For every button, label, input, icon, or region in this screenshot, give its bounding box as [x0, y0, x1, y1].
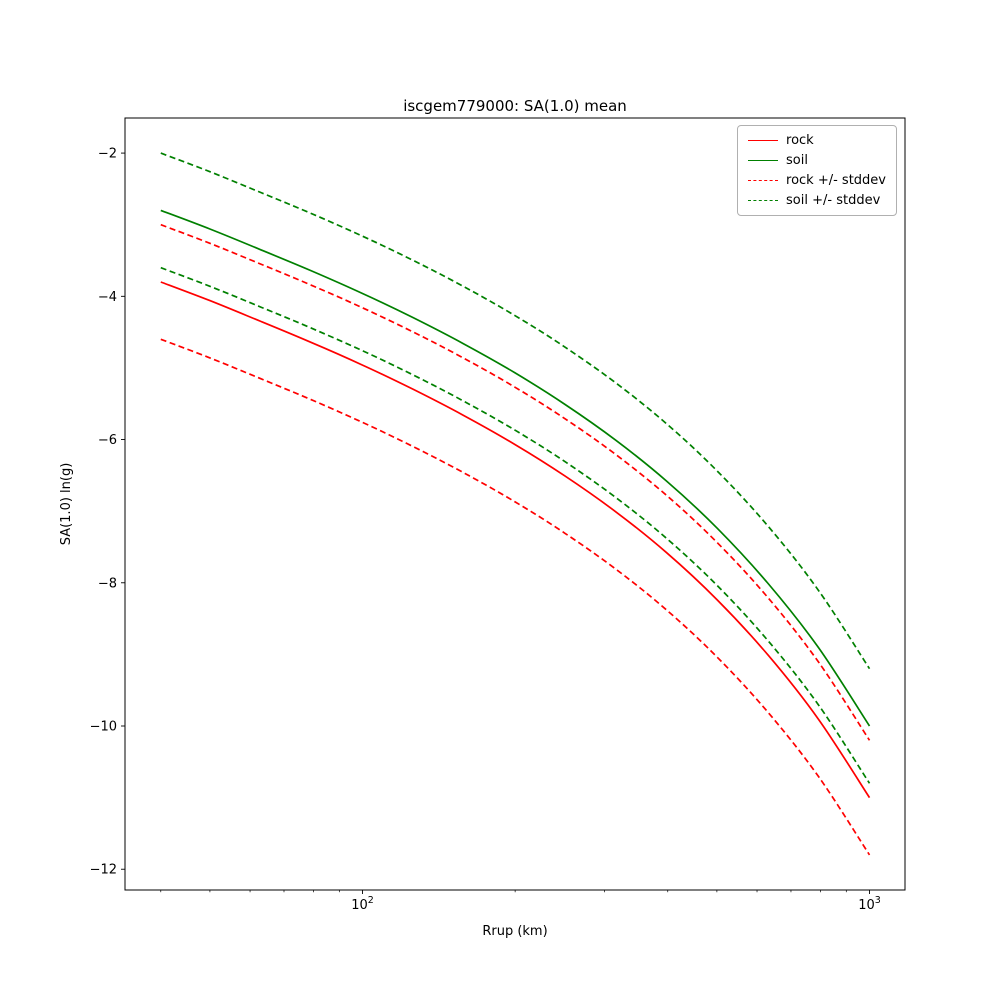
y-tick-label: −12: [90, 863, 117, 878]
plot-area: [125, 118, 905, 890]
y-tick-label: −8: [98, 576, 117, 591]
series-soil-minus-stddev: [160, 266, 871, 784]
series-rock: [160, 281, 871, 799]
series-soil-plus-stddev: [160, 152, 871, 670]
y-axis-label: SA(1.0) ln(g): [59, 463, 74, 546]
x-tick-label: 103: [858, 895, 881, 913]
chart-title: iscgem779000: SA(1.0) mean: [403, 97, 627, 115]
ticks-layer: −2 −4 −6 −8 −10 −12 102 103: [90, 147, 881, 913]
legend-line-soil: [748, 160, 779, 161]
series-rock-plus-stddev: [160, 223, 871, 741]
legend-label-rock-stddev: rock +/- stddev: [786, 173, 886, 188]
legend-label-rock: rock: [786, 133, 814, 148]
x-axis-label: Rrup (km): [482, 924, 547, 939]
legend-line-rock-stddev: [748, 180, 779, 181]
legend-label-soil-stddev: soil +/- stddev: [786, 193, 881, 208]
legend-line-rock: [748, 140, 779, 141]
curves-layer: [160, 152, 871, 856]
x-tick-label: 102: [351, 895, 374, 913]
legend-label-soil: soil: [786, 153, 808, 168]
legend-item-soil-stddev: soil +/- stddev: [748, 193, 886, 208]
y-tick-label: −10: [90, 720, 117, 735]
series-soil: [160, 209, 871, 727]
legend-item-soil: soil: [748, 153, 886, 168]
y-tick-label: −2: [98, 147, 117, 162]
axes-frame: [124, 117, 906, 891]
y-tick-label: −6: [98, 433, 117, 448]
legend-line-soil-stddev: [748, 200, 779, 201]
legend: rock soil rock +/- stddev soil +/- stdde…: [737, 125, 897, 216]
y-tick-label: −4: [98, 290, 117, 305]
series-rock-minus-stddev: [160, 338, 871, 856]
legend-item-rock-stddev: rock +/- stddev: [748, 173, 886, 188]
legend-item-rock: rock: [748, 133, 886, 148]
